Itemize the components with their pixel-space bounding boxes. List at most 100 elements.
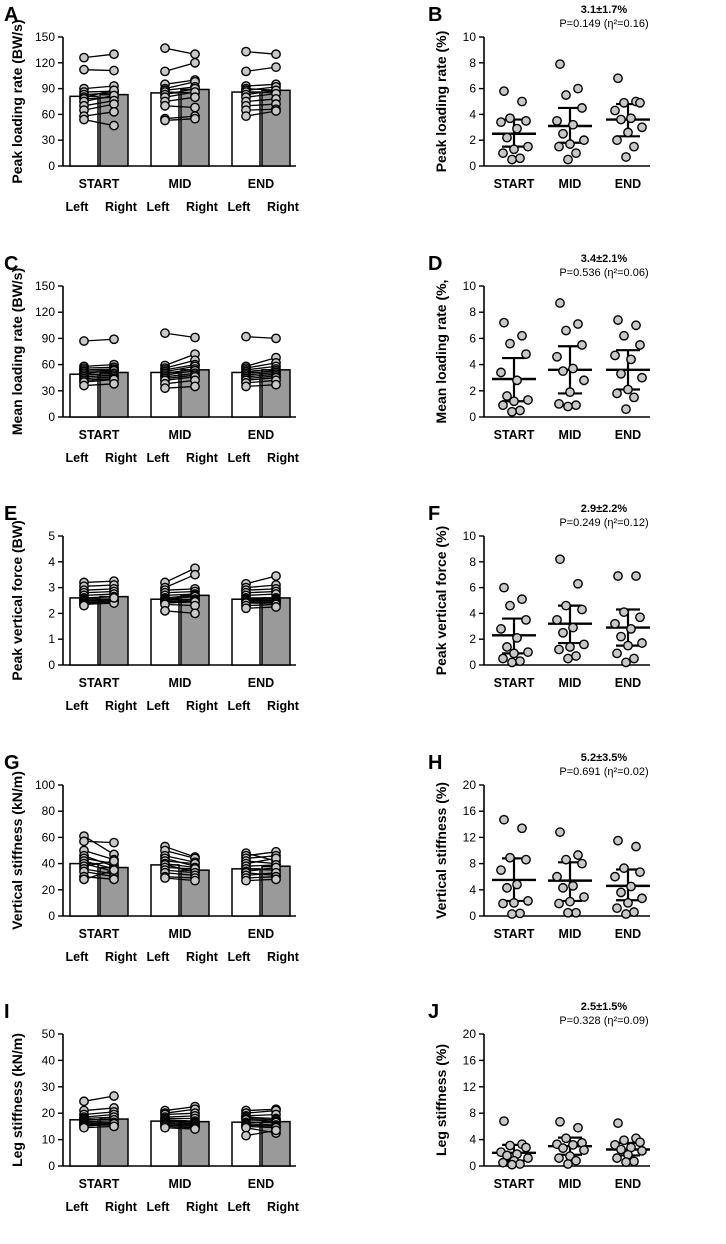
side-label-right: Right — [267, 1200, 300, 1214]
data-point — [552, 115, 562, 126]
data-point — [499, 582, 509, 593]
pair-line — [164, 876, 196, 879]
panel-letter: H — [428, 752, 442, 774]
y-tick-label: 60 — [42, 830, 56, 844]
point-left — [241, 46, 251, 57]
pair-line — [83, 118, 115, 127]
data-point — [502, 882, 512, 893]
chart-title: 3.1±1.7% — [581, 4, 628, 16]
pair-line — [164, 860, 196, 865]
y-tick-label: 2 — [469, 133, 476, 147]
pair-line — [83, 377, 115, 381]
side-label-right: Right — [186, 950, 219, 964]
category-label: START — [494, 676, 535, 690]
point-left — [241, 66, 251, 77]
y-axis-label: Peak loading rate (%) — [433, 31, 449, 173]
data-point — [568, 622, 578, 633]
pair-line — [245, 89, 277, 96]
data-point — [613, 73, 623, 84]
pair-line — [83, 383, 115, 387]
data-point — [515, 656, 525, 667]
data-point — [619, 330, 629, 341]
pair-line — [83, 338, 115, 342]
pair-line — [245, 368, 277, 373]
panel-letter: D — [428, 253, 442, 275]
y-tick-label: 0 — [48, 410, 55, 424]
data-point — [616, 631, 626, 642]
point-left — [79, 64, 89, 75]
category-label: END — [615, 1177, 641, 1191]
point-right — [109, 120, 119, 131]
chart-subtitle: P=0.328 (η²=0.09) — [559, 1015, 648, 1027]
data-point — [517, 330, 527, 341]
pair-line — [245, 362, 277, 369]
side-label-left: Left — [147, 699, 171, 713]
data-point — [507, 406, 517, 417]
y-tick-label: 0 — [48, 1159, 55, 1173]
data-point — [613, 835, 623, 846]
pair-line — [164, 1120, 196, 1124]
pair-line — [164, 574, 196, 589]
y-tick-label: 80 — [42, 804, 56, 818]
data-point — [505, 852, 515, 863]
data-point — [505, 113, 515, 124]
point-right — [109, 1091, 119, 1101]
data-point — [565, 642, 575, 652]
category-label: START — [494, 1177, 535, 1191]
side-label-left: Left — [147, 950, 171, 964]
pair-line — [164, 363, 196, 371]
data-point — [565, 139, 575, 149]
pair-line — [164, 379, 196, 385]
pair-line — [164, 118, 196, 122]
pair-line — [164, 866, 196, 870]
data-point — [613, 571, 623, 581]
data-point — [523, 1153, 533, 1163]
side-label-right: Right — [105, 1200, 138, 1214]
data-point — [610, 871, 620, 882]
data-point — [563, 653, 573, 664]
side-label-left: Left — [66, 200, 90, 214]
y-axis-label: Vertical stiffness (kN/m) — [9, 771, 25, 930]
point-right — [190, 608, 200, 619]
pair-line — [245, 370, 277, 374]
pair-line — [164, 1119, 196, 1122]
point-right — [190, 57, 200, 68]
group-label: END — [248, 177, 274, 191]
point-right — [190, 113, 200, 124]
pair-line — [164, 1121, 196, 1125]
point-right — [109, 334, 119, 345]
group-label: END — [248, 676, 274, 690]
point-right — [190, 381, 200, 392]
data-point — [521, 854, 531, 865]
point-left — [160, 873, 170, 883]
pair-line — [164, 599, 196, 603]
data-point — [612, 135, 622, 146]
data-point — [496, 623, 506, 634]
data-point — [635, 340, 645, 350]
y-tick-label: 50 — [42, 1027, 56, 1041]
panel-letter: B — [428, 4, 442, 26]
point-left — [241, 875, 251, 886]
pair-line — [83, 1113, 115, 1118]
group-label: END — [248, 927, 274, 941]
pair-line — [245, 1116, 277, 1120]
data-point — [554, 1153, 564, 1163]
panel-letter: C — [4, 253, 18, 275]
pair-line — [245, 590, 277, 594]
point-left — [160, 328, 170, 339]
pair-line — [83, 597, 115, 607]
point-right — [271, 571, 281, 581]
point-left — [79, 52, 89, 63]
data-point — [612, 1153, 622, 1163]
data-point — [631, 841, 641, 852]
pair-line — [83, 103, 115, 111]
y-tick-label: 0 — [469, 1159, 476, 1173]
data-point — [610, 105, 620, 116]
y-axis-label: Peak loading rate (BW/s) — [9, 19, 25, 183]
data-point — [635, 1137, 645, 1148]
data-point — [523, 141, 533, 152]
pair-line — [164, 332, 196, 339]
data-point — [502, 391, 512, 401]
pair-line — [83, 53, 115, 59]
